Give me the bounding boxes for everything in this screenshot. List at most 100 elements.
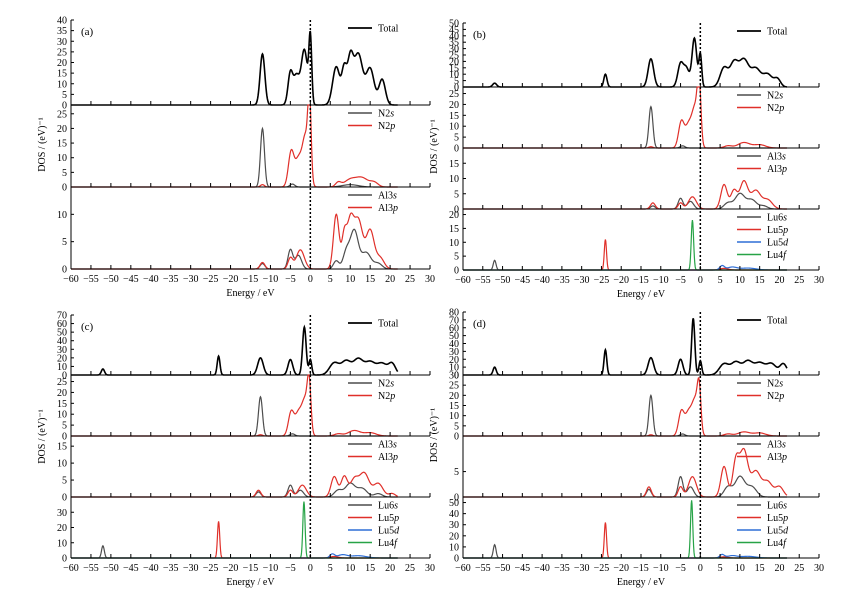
y-tick-label: 15: [57, 139, 67, 150]
y-tick-label: 40: [449, 509, 459, 520]
y-tick-label: 10: [449, 238, 459, 249]
y-tick-label: 25: [57, 377, 67, 388]
series-line-n2p: [71, 374, 398, 437]
x-axis-title: Energy / eV: [617, 577, 666, 588]
x-tick-label: 10: [735, 275, 745, 286]
x-tick-label: 5: [328, 274, 333, 285]
x-tick-label: −25: [594, 275, 610, 286]
x-tick-label: 20: [385, 563, 395, 574]
series-line-al3s: [463, 192, 787, 210]
y-tick-label: 10: [57, 362, 67, 373]
y-tick-label: 15: [449, 111, 459, 122]
y-tick-label: 15: [449, 224, 459, 235]
x-tick-label: −10: [263, 274, 279, 285]
x-tick-label: −35: [554, 563, 570, 574]
y-tick-label: 0: [62, 183, 67, 194]
series-line-n2p: [463, 86, 787, 149]
y-tick-label: 50: [449, 498, 459, 509]
x-tick-label: −45: [515, 275, 531, 286]
legend-label: Total: [767, 316, 788, 327]
x-tick-label: −20: [223, 563, 239, 574]
x-tick-label: −5: [285, 274, 296, 285]
legend-label: Lu6s: [767, 213, 787, 224]
series-line-total: [463, 36, 788, 88]
series-line-n2s: [71, 126, 398, 188]
y-tick-label: 0: [454, 83, 459, 94]
y-tick-label: 40: [449, 339, 459, 350]
y-tick-label: 0: [62, 493, 67, 504]
x-tick-label: −55: [83, 274, 99, 285]
y-tick-label: 0: [454, 371, 459, 382]
y-tick-label: 5: [62, 476, 67, 487]
x-tick-label: 10: [345, 563, 355, 574]
x-tick-label: −30: [183, 563, 199, 574]
y-tick-label: 10: [57, 538, 67, 549]
x-tick-label: 0: [698, 275, 703, 286]
legend-label: Total: [378, 319, 399, 330]
legend-label: Lu6s: [767, 501, 787, 512]
legend-label: Lu5p: [767, 225, 788, 236]
x-tick-label: −40: [534, 275, 550, 286]
legend-label: Lu5p: [378, 513, 399, 524]
y-tick-label: 5: [454, 133, 459, 144]
y-tick-label: 10: [449, 70, 459, 81]
y-tick-label: 5: [454, 76, 459, 87]
x-tick-label: −60: [63, 563, 79, 574]
y-tick-label: 0: [62, 265, 67, 276]
y-tick-label: 70: [449, 315, 459, 326]
y-tick-label: 0: [454, 205, 459, 216]
x-axis-title: Energy / eV: [226, 577, 275, 588]
x-tick-label: 15: [755, 275, 765, 286]
x-tick-label: 10: [345, 274, 355, 285]
x-tick-label: −55: [475, 563, 491, 574]
x-tick-label: −5: [285, 563, 296, 574]
y-tick-label: 10: [449, 363, 459, 374]
x-tick-label: −15: [243, 274, 259, 285]
x-tick-label: 0: [698, 563, 703, 574]
y-tick-label: 50: [57, 328, 67, 339]
x-tick-label: −20: [613, 275, 629, 286]
y-tick-label: 15: [449, 63, 459, 74]
y-tick-label: 25: [57, 109, 67, 120]
y-tick-label: 20: [449, 391, 459, 402]
legend-label: Lu6s: [378, 501, 398, 512]
y-tick-label: 10: [449, 411, 459, 422]
y-tick-label: 25: [449, 51, 459, 62]
y-tick-label: 10: [57, 153, 67, 164]
legend-label: Total: [378, 24, 399, 35]
legend-label: Al3s: [767, 152, 786, 163]
x-tick-label: 10: [735, 563, 745, 574]
x-tick-label: 0: [308, 274, 313, 285]
y-tick-label: 5: [62, 90, 67, 101]
x-tick-label: −50: [495, 275, 511, 286]
x-tick-label: 15: [755, 563, 765, 574]
y-tick-label: 45: [449, 25, 459, 36]
legend-label: N2s: [378, 379, 394, 390]
x-axis-title: Energy / eV: [226, 288, 275, 299]
x-tick-label: −60: [455, 563, 471, 574]
series-line-al3s: [71, 482, 398, 498]
legend-label: Al3p: [767, 164, 787, 175]
y-tick-label: 50: [449, 19, 459, 30]
x-tick-label: −5: [675, 563, 686, 574]
x-tick-label: 30: [425, 563, 435, 574]
series-line-lu6s: [463, 259, 787, 271]
y-tick-label: 30: [449, 520, 459, 531]
x-tick-label: −35: [163, 563, 179, 574]
x-tick-label: 30: [425, 274, 435, 285]
y-tick-label: 10: [449, 174, 459, 185]
x-tick-label: −50: [103, 274, 119, 285]
y-tick-label: 35: [449, 38, 459, 49]
